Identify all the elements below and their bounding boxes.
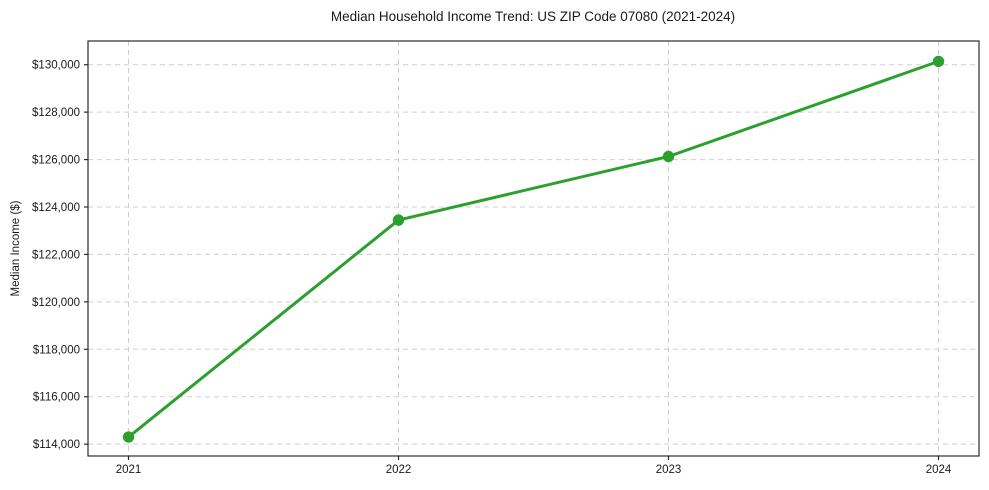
y-axis-label: Median Income ($)	[10, 200, 22, 296]
plot-area: $114,000 $116,000 $118,000 $120,000 $122,000…	[32, 40, 980, 476]
y-tick-label: $118,000	[33, 344, 80, 356]
x-tick-label: 2022	[386, 464, 412, 476]
data-point-marker	[932, 55, 945, 68]
chart-title: Median Household Income Trend: US ZIP Co…	[331, 9, 735, 24]
y-tick-label: $120,000	[32, 297, 80, 309]
y-tick-label: $124,000	[32, 202, 80, 214]
y-tick-label: $128,000	[32, 107, 80, 119]
plot-border	[87, 40, 980, 457]
y-tick-label: $126,000	[32, 155, 80, 167]
data-point-marker	[392, 214, 405, 226]
y-tick-label: $116,000	[33, 392, 80, 404]
data-point-marker	[122, 431, 135, 443]
y-tick-label: $130,000	[32, 60, 80, 72]
trend-line	[127, 59, 940, 439]
y-tick-label: $114,000	[33, 439, 80, 451]
x-tick-label: 2024	[926, 464, 952, 476]
x-tick-label: 2021	[116, 464, 142, 476]
x-tick-label: 2023	[656, 464, 682, 476]
y-tick-label: $122,000	[32, 249, 80, 261]
data-point-marker	[662, 150, 675, 163]
